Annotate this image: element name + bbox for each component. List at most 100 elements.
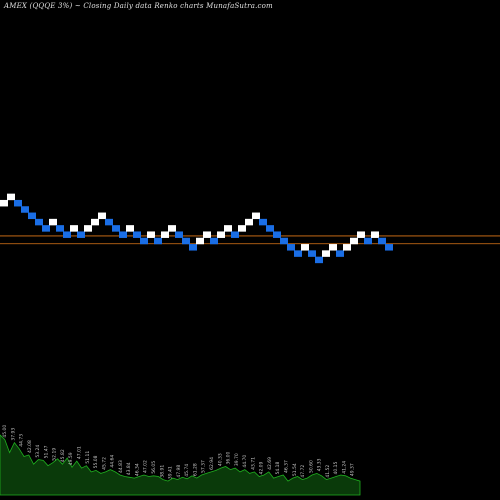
volume-label: 40.15 [333,461,339,474]
renko-brick-up [329,244,337,251]
volume-label: 42.09 [259,461,265,474]
volume-label: 47.72 [300,465,306,478]
volume-label: 41.24 [341,461,347,474]
renko-brick-down [28,212,36,220]
volume-label: 36.00 [226,451,232,464]
renko-brick-up [357,231,365,238]
renko-brick-up [0,199,8,207]
renko-brick-down [154,237,162,245]
renko-brick-down [378,237,386,245]
volume-label: 45.72 [101,457,107,470]
renko-brick-up [161,231,169,238]
volume-label: 42.08 [27,440,33,453]
volume-label: 45.74 [184,464,190,477]
renko-brick-down [266,225,274,232]
volume-label: 37.93 [10,428,16,441]
volume-label: 45.00 [2,425,8,438]
renko-brick-down [119,231,127,238]
renko-brick-up [70,225,78,232]
volume-label: 50.60 [308,460,314,473]
renko-brick-up [301,244,309,251]
volume-label: 47.02 [143,460,149,473]
volume-label: 46.37 [284,460,290,473]
renko-brick-down [14,199,22,207]
volume-area [0,434,361,496]
renko-brick-down [210,237,218,245]
renko-brick-up [7,193,15,201]
renko-brick-down [63,231,71,238]
chart-title: AMEX (QQQE 3%) ~ Closing Daily data Renk… [4,2,273,10]
renko-brick-down [42,225,50,232]
volume-label: 45.82 [60,449,66,462]
renko-brick-up [203,231,211,238]
renko-brick-down [273,231,281,238]
renko-brick-up [126,225,134,232]
volume-label: 47.01 [77,446,83,459]
renko-brick-down [140,237,148,245]
volume-label: 51.47 [43,445,49,458]
volume-label: 56.05 [151,461,157,474]
renko-brick-down [35,218,43,226]
volume-label: 39.41 [168,466,174,479]
renko-brick-down [259,218,267,226]
volume-label: 57.37 [201,460,207,473]
volume-label: 39.70 [234,453,240,466]
renko-brick-down [364,237,372,245]
volume-label: 53.24 [35,445,41,458]
renko-brick-down [385,244,393,251]
renko-brick-up [371,231,379,238]
volume-label: 43.84 [126,462,132,475]
renko-brick-down [133,231,141,238]
volume-label: 46.34 [135,463,141,476]
renko-brick-down [182,237,190,245]
renko-brick-down [175,231,183,238]
renko-brick-up [91,218,99,226]
volume-label: 44.83 [118,460,124,473]
volume-label: 49.37 [350,463,356,476]
renko-brick-down [294,250,302,257]
renko-brick-up [147,231,155,238]
renko-brick-down [231,231,239,238]
renko-brick-down [308,250,316,257]
renko-brick-down [189,244,197,251]
renko-brick-up [343,244,351,251]
volume-label: 49.59 [68,452,74,465]
renko-brick-down [105,218,113,226]
volume-label: 40.33 [217,453,223,466]
volume-label: 61.28 [192,463,198,476]
renko-brick-up [217,231,225,238]
volume-label: 38.91 [159,465,165,478]
renko-brick-down [56,225,64,232]
renko-brick-up [84,225,92,232]
renko-brick-down [336,250,344,257]
renko-brick-up [252,212,260,220]
renko-brick-up [196,237,204,245]
volume-label: 44.64 [110,455,116,468]
renko-brick-down [287,244,295,251]
renko-brick-up [245,218,253,226]
volume-label: 51.11 [85,451,91,464]
volume-label: 54.18 [275,461,281,474]
renko-brick-down [21,206,29,213]
volume-label: 43.71 [250,457,256,470]
volume-label: 44.70 [242,455,248,468]
renko-brick-down [315,256,323,264]
volume-label: 44.73 [19,434,25,447]
volume-label: 41.52 [325,465,331,478]
volume-label: 43.33 [317,458,323,471]
volume-label: 52.19 [52,448,58,461]
renko-brick-down [280,237,288,245]
volume-label: 47.98 [176,465,182,478]
renko-brick-up [49,218,57,226]
volume-label: 62.94 [209,457,215,470]
renko-brick-up [224,225,232,232]
renko-brick-down [77,231,85,238]
renko-brick-up [168,225,176,232]
renko-brick-up [238,225,246,232]
renko-brick-up [322,250,330,257]
volume-label: 55.08 [93,455,99,468]
volume-label: 51.54 [292,463,298,476]
renko-brick-up [350,237,358,245]
volume-label: 42.69 [267,457,273,470]
